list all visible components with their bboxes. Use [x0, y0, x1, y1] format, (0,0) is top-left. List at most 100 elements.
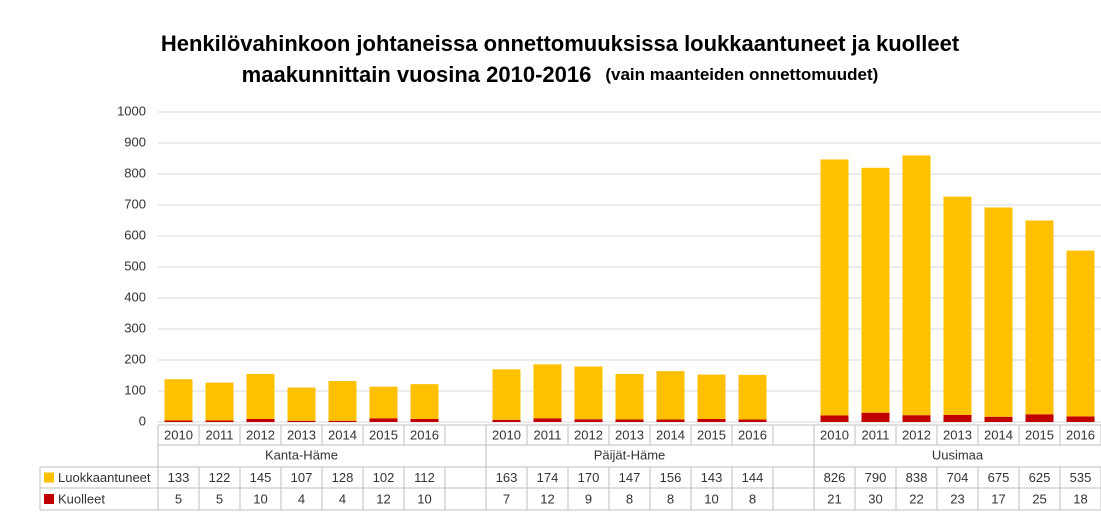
- group-label: Kanta-Häme: [265, 447, 338, 462]
- y-tick-label: 600: [124, 227, 146, 242]
- bar-segment: [369, 386, 398, 419]
- table-value: 145: [250, 470, 272, 485]
- bar-segment: [615, 373, 644, 420]
- x-tick-label: 2016: [410, 427, 439, 442]
- bar-segment: [328, 381, 357, 421]
- table-value: 21: [827, 491, 841, 506]
- table-value: 10: [417, 491, 431, 506]
- bar-segment: [1066, 250, 1095, 417]
- table-value: 704: [947, 470, 969, 485]
- bar-segment: [943, 196, 972, 415]
- table-value: 12: [540, 491, 554, 506]
- table-value: 838: [906, 470, 928, 485]
- table-value: 156: [660, 470, 682, 485]
- bar-segment: [1025, 414, 1054, 422]
- bar-segment: [246, 418, 275, 422]
- table-value: 10: [704, 491, 718, 506]
- y-tick-label: 800: [124, 165, 146, 180]
- chart-title: Henkilövahinkoon johtaneissa onnettomuuk…: [161, 31, 960, 56]
- table-value: 10: [253, 491, 267, 506]
- legend-swatch: [44, 472, 54, 483]
- chart-subtitle: (vain maanteiden onnettomuudet): [605, 65, 878, 84]
- table-value: 143: [701, 470, 723, 485]
- bar-segment: [820, 159, 849, 416]
- table-value: 144: [742, 470, 764, 485]
- table-value: 790: [865, 470, 887, 485]
- legend-swatch: [44, 494, 54, 504]
- table-value: 107: [291, 470, 313, 485]
- table-value: 174: [537, 470, 559, 485]
- bar-segment: [984, 207, 1013, 417]
- table-value: 23: [950, 491, 964, 506]
- bar-segment: [902, 415, 931, 422]
- x-tick-label: 2015: [369, 427, 398, 442]
- x-tick-label: 2014: [328, 427, 357, 442]
- table-value: 535: [1070, 470, 1092, 485]
- table-value: 8: [667, 491, 674, 506]
- table-value: 133: [168, 470, 190, 485]
- group-label: Uusimaa: [932, 447, 984, 462]
- x-tick-label: 2014: [656, 427, 685, 442]
- bar-segment: [656, 419, 685, 422]
- x-tick-label: 2013: [615, 427, 644, 442]
- x-tick-label: 2015: [697, 427, 726, 442]
- x-tick-label: 2012: [902, 427, 931, 442]
- y-tick-label: 1000: [117, 103, 146, 118]
- bar-segment: [533, 418, 562, 422]
- bar-segment: [205, 420, 234, 422]
- y-tick-label: 200: [124, 351, 146, 366]
- x-tick-label: 2011: [862, 427, 890, 442]
- table-value: 17: [991, 491, 1005, 506]
- table-value: 22: [909, 491, 923, 506]
- table-value: 128: [332, 470, 354, 485]
- x-tick-label: 2012: [574, 427, 603, 442]
- y-tick-label: 300: [124, 320, 146, 335]
- table-value: 102: [373, 470, 395, 485]
- bar-segment: [287, 387, 316, 421]
- bar-segment: [328, 420, 357, 422]
- y-tick-label: 400: [124, 289, 146, 304]
- bar-segment: [820, 415, 849, 422]
- table-value: 9: [585, 491, 592, 506]
- bar-segment: [861, 167, 890, 413]
- y-tick-label: 900: [124, 134, 146, 149]
- table-value: 4: [298, 491, 305, 506]
- bar-segment: [697, 374, 726, 419]
- table-value: 170: [578, 470, 600, 485]
- group-label: Päijät-Häme: [594, 447, 666, 462]
- bar-segment: [164, 379, 193, 421]
- y-tick-label: 100: [124, 382, 146, 397]
- title-line2: maakunnittain vuosina 2010-2016: [242, 62, 592, 87]
- bar-segment: [738, 419, 767, 422]
- x-tick-label: 2016: [738, 427, 767, 442]
- bar-segment: [410, 418, 439, 422]
- bar-segment: [1025, 220, 1054, 415]
- table-value: 30: [868, 491, 882, 506]
- bar-segment: [574, 419, 603, 422]
- x-tick-label: 2013: [943, 427, 972, 442]
- x-tick-label: 2013: [287, 427, 316, 442]
- legend-label: Kuolleet: [58, 491, 105, 506]
- table-value: 122: [209, 470, 231, 485]
- x-tick-label: 2014: [984, 427, 1013, 442]
- bar-segment: [738, 374, 767, 420]
- table-value: 147: [619, 470, 641, 485]
- table-value: 7: [503, 491, 510, 506]
- x-tick-label: 2016: [1066, 427, 1095, 442]
- bar-segment: [492, 369, 521, 420]
- x-tick-label: 2010: [820, 427, 849, 442]
- bar-segment: [533, 364, 562, 419]
- bar-segment: [861, 412, 890, 422]
- bar-segment: [246, 373, 275, 419]
- table-value: 675: [988, 470, 1010, 485]
- bar-segment: [287, 420, 316, 422]
- table-value: 163: [496, 470, 518, 485]
- bar-segment: [410, 384, 439, 419]
- bar-segment: [984, 416, 1013, 422]
- legend-label: Luokkaantuneet: [58, 470, 151, 485]
- table-value: 5: [216, 491, 223, 506]
- table-value: 8: [626, 491, 633, 506]
- y-tick-label: 700: [124, 196, 146, 211]
- x-tick-label: 2011: [206, 427, 234, 442]
